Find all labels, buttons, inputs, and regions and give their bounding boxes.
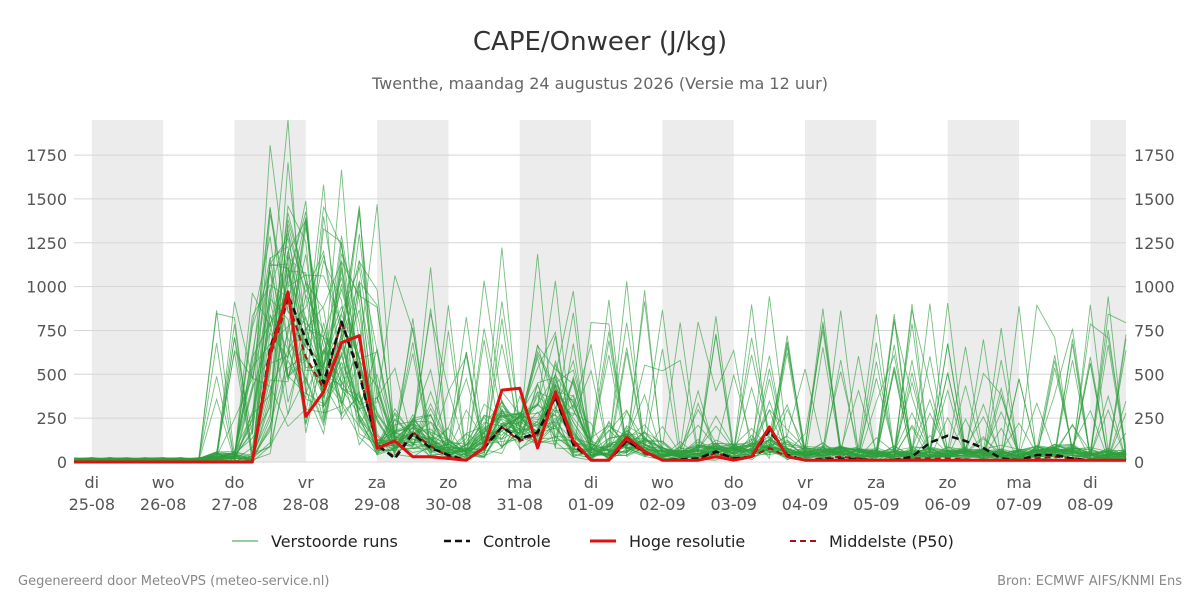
- y-tick-label-right: 1250: [1134, 234, 1175, 253]
- legend-median-label: Middelste (P50): [829, 532, 954, 551]
- y-axis-left: 0 250 500 750 1000 1250 1500 1750: [26, 146, 67, 472]
- ensemble-member-line: [73, 119, 1127, 462]
- legend: Verstoorde runs Controle Hoge resolutie …: [232, 532, 954, 551]
- y-tick-label-right: 1500: [1134, 190, 1175, 209]
- y-tick-label-left: 500: [36, 365, 67, 384]
- x-tick-day: do: [224, 473, 244, 492]
- y-tick-label-left: 1000: [26, 278, 67, 297]
- x-tick-day: ma: [507, 473, 532, 492]
- series-line-hoge-resolutie: [74, 290, 1126, 464]
- x-tick-date: 28-08: [283, 495, 330, 514]
- x-tick-date: 29-08: [354, 495, 401, 514]
- ensemble-member-line: [73, 257, 1127, 463]
- x-tick-date: 25-08: [69, 495, 116, 514]
- ensemble-lines: [73, 119, 1127, 463]
- x-tick-date: 30-08: [425, 495, 472, 514]
- y-tick-label-left: 1750: [26, 146, 67, 165]
- x-tick-date: 02-09: [639, 495, 686, 514]
- y-axis-right: 0 250 500 750 1000 1250 1500 1750: [1134, 146, 1175, 472]
- night-band-0: [91, 120, 164, 462]
- x-tick-day: ma: [1006, 473, 1031, 492]
- x-tick-day: wo: [651, 473, 674, 492]
- x-axis: di 25-08 wo 26-08 do 27-08 vr 28-08 za 29-08 zo 30-…: [69, 473, 1114, 514]
- x-tick-date: 07-09: [996, 495, 1043, 514]
- y-tick-label-right: 1000: [1134, 278, 1175, 297]
- main-series: [74, 290, 1126, 464]
- x-tick-date: 04-09: [782, 495, 829, 514]
- y-tick-label-left: 0: [57, 453, 67, 472]
- x-tick-day: di: [1083, 473, 1098, 492]
- x-tick-date: 26-08: [140, 495, 187, 514]
- ensemble-member-line: [73, 212, 1127, 463]
- x-tick-day: zo: [939, 473, 957, 492]
- y-tick-label-right: 500: [1134, 365, 1165, 384]
- x-tick-date: 31-08: [497, 495, 544, 514]
- x-tick-day: di: [584, 473, 599, 492]
- y-tick-label-left: 1500: [26, 190, 67, 209]
- x-tick-day: za: [867, 473, 885, 492]
- y-tick-label-right: 0: [1134, 453, 1144, 472]
- y-tick-label-left: 1250: [26, 234, 67, 253]
- ensemble-member-line: [73, 219, 1127, 463]
- chart-title: CAPE/Onweer (J/kg): [473, 27, 727, 57]
- x-tick-day: di: [85, 473, 100, 492]
- y-tick-label-left: 250: [36, 409, 67, 428]
- chart-subtitle: Twenthe, maandag 24 augustus 2026 (Versi…: [371, 74, 828, 93]
- x-tick-date: 08-09: [1067, 495, 1114, 514]
- x-tick-date: 05-09: [853, 495, 900, 514]
- x-tick-date: 27-08: [211, 495, 258, 514]
- legend-control-label: Controle: [483, 532, 551, 551]
- x-tick-day: wo: [152, 473, 175, 492]
- x-tick-date: 06-09: [924, 495, 971, 514]
- y-tick-label-right: 750: [1134, 321, 1165, 340]
- y-tick-label-right: 250: [1134, 409, 1165, 428]
- footer-source: Bron: ECMWF AIFS/KNMI Ens: [997, 574, 1182, 589]
- x-tick-day: zo: [439, 473, 457, 492]
- ensemble-member-line: [73, 266, 1127, 463]
- legend-ensemble-label: Verstoorde runs: [271, 532, 398, 551]
- x-tick-day: do: [724, 473, 744, 492]
- legend-hires-label: Hoge resolutie: [629, 532, 745, 551]
- footer-generated-by: Gegenereerd door MeteoVPS (meteo-service…: [18, 574, 329, 589]
- x-tick-date: 03-09: [710, 495, 757, 514]
- y-tick-label-right: 1750: [1134, 146, 1175, 165]
- ensemble-member-line: [73, 205, 1127, 463]
- x-tick-date: 01-09: [568, 495, 615, 514]
- x-tick-day: vr: [298, 473, 314, 492]
- y-tick-label-left: 750: [36, 321, 67, 340]
- x-tick-day: za: [368, 473, 386, 492]
- x-tick-day: vr: [797, 473, 813, 492]
- ensemble-member-line: [73, 228, 1127, 463]
